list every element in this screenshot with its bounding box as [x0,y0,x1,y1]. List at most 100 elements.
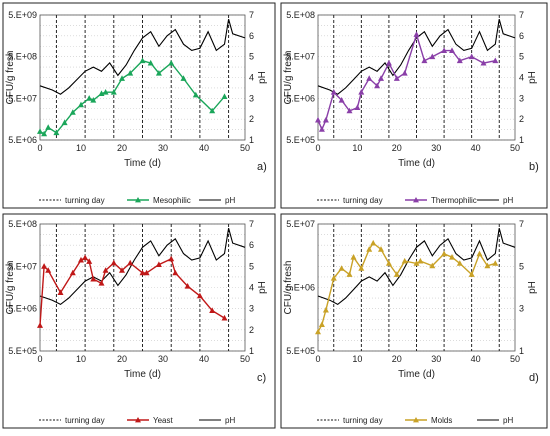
y-axis-title-right: pH [257,281,268,294]
data-point-marker [378,246,384,252]
y-tick-label-right: 3 [519,93,524,103]
data-point-marker [315,328,321,335]
y-tick-label-right: 3 [519,304,524,314]
y-tick-label-right: 4 [519,73,524,83]
data-point-marker [45,124,52,130]
chart-panel-2: 5.E+05 5.E+06 5.E+07 5.E+08 1 2 3 4 5 6 7 0 10 20 30 40… [280,2,548,209]
y-axis-right: 1 2 3 4 5 6 7 [249,219,254,356]
x-tick-label: 20 [392,143,402,153]
panel-frame [280,213,548,429]
series-line [39,256,225,326]
y-tick-label-left: 5.E+08 [8,219,37,229]
x-tick-label: 20 [117,143,127,153]
y-axis-title-right: pH [257,71,268,84]
data-point-marker [315,116,321,123]
chart-panel-4: 5.E+05 5.E+06 5.E+07 1 3 5 7 0 10 20 30 40 50 Time (d… [280,213,548,429]
x-axis-title: Time (d) [398,369,435,380]
y-axis-left: 5.E+05 5.E+06 5.E+07 5.E+08 [8,219,37,356]
y-tick-label-right: 7 [249,219,254,229]
y-axis-title-left: CFU/g fresh [5,51,16,105]
y-axis-left: 5.E+06 5.E+07 5.E+08 5.E+09 [8,10,37,145]
data-point-marker [401,257,408,264]
legend-series-label: Molds [431,416,452,425]
data-point-marker [102,267,109,273]
x-tick-label: 30 [431,143,441,153]
data-point-marker [354,104,361,110]
legend-ph-label: pH [225,416,235,425]
x-tick-label: 30 [431,354,441,364]
data-point-marker [366,75,373,81]
y-tick-label-left: 5.E+05 [286,135,315,145]
y-axis-left: 5.E+05 5.E+06 5.E+07 [286,219,315,356]
y-tick-label-right: 6 [249,31,254,41]
data-point-marker [346,107,353,114]
data-point-marker [139,57,146,64]
ph-line [317,228,516,306]
legend-series-marker [135,197,141,203]
y-tick-label-right: 5 [519,261,524,271]
x-tick-label: 40 [471,143,481,153]
data-point-marker [41,130,48,137]
panel-frame [2,2,276,209]
y-tick-label-left: 5.E+07 [8,261,37,271]
legend-series-label: Yeast [153,416,174,425]
panel-label: d) [529,372,539,384]
data-point-marker [90,97,97,103]
x-tick-label: 0 [315,354,320,364]
data-point-marker [322,116,329,123]
x-tick-label: 0 [37,354,42,364]
x-axis: 0 10 20 30 40 50 [37,143,250,153]
data-point-marker [401,70,408,76]
y-tick-label-right: 1 [519,135,524,145]
data-point-marker [385,59,392,66]
data-point-marker [393,271,400,277]
data-point-marker [143,269,150,276]
data-point-marker [184,283,191,289]
data-point-marker [330,89,337,95]
panel-label: a) [257,161,267,173]
legend-series-marker [135,417,141,423]
data-point-marker [413,31,420,37]
data-point-marker [57,289,64,295]
data-point-marker [110,259,117,266]
data-point-marker [385,260,392,266]
chart-panel-1: 5.E+06 5.E+07 5.E+08 5.E+09 1 2 3 4 5 6 7 0 10 20 30 40… [2,2,276,209]
y-tick-label-right: 4 [249,73,254,83]
y-tick-label-right: 6 [519,31,524,41]
y-tick-label-right: 3 [249,304,254,314]
data-point-marker [358,89,365,95]
y-tick-label-left: 5.E+05 [286,346,315,356]
y-tick-label-left: 5.E+06 [286,93,315,103]
y-tick-label-left: 5.E+07 [8,93,37,103]
x-tick-label: 10 [76,143,86,153]
data-point-marker [484,262,491,269]
y-tick-label-right: 1 [249,346,254,356]
data-point-marker [413,260,420,266]
data-point-marker [338,97,345,103]
y-tick-label-left: 5.E+08 [8,52,37,62]
y-tick-label-left: 5.E+09 [8,10,37,20]
data-point-marker [318,126,325,132]
turning-day-lines [55,224,230,351]
ph-line [39,19,246,95]
data-point-marker [468,271,475,277]
legend: turning day Molds pH [317,416,513,425]
data-point-marker [456,57,463,64]
data-point-marker [90,275,97,282]
x-tick-label: 20 [392,354,402,364]
series-thermophilic [315,31,499,132]
panel-frame [2,213,276,429]
data-point-marker [346,271,353,277]
y-tick-label-left: 5.E+05 [8,346,37,356]
series-line [39,59,226,135]
data-point-marker [221,314,228,321]
y-tick-label-right: 6 [249,240,254,250]
data-point-marker [127,70,134,76]
y-axis-title-right: pH [527,71,538,84]
y-tick-label-right: 7 [519,10,524,20]
y-tick-label-left: 5.E+07 [286,52,315,62]
panel-label: c) [257,372,266,384]
data-point-marker [322,306,329,313]
